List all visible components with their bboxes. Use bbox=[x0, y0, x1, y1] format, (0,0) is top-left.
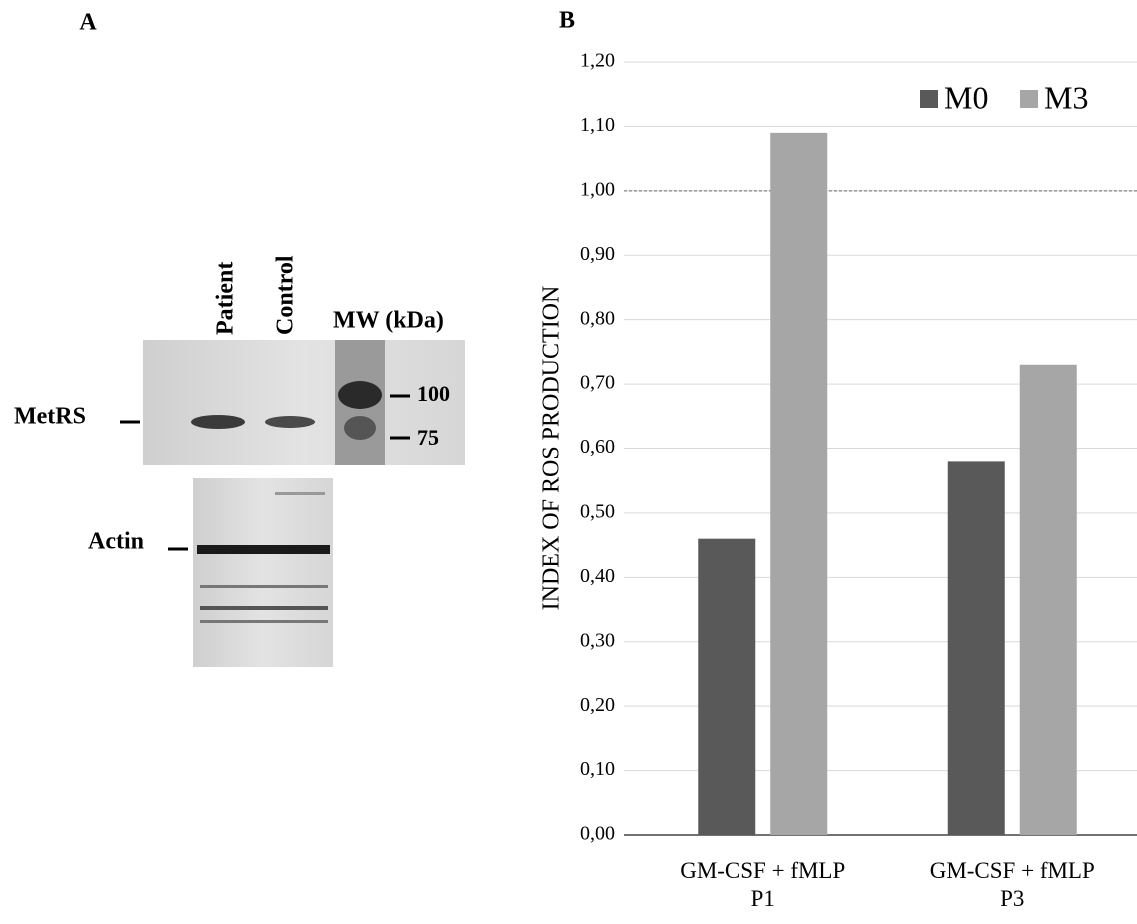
panel-label: B bbox=[559, 8, 575, 34]
band-label: Actin bbox=[88, 529, 144, 555]
y-tick-label: 0,90 bbox=[580, 243, 615, 265]
bar bbox=[1019, 364, 1077, 835]
mw-header: MW (kDa) bbox=[333, 308, 444, 334]
marker-label: 100 bbox=[417, 381, 450, 406]
y-axis-label: INDEX OF ROS PRODUCTION bbox=[539, 286, 565, 611]
panel-label: A bbox=[79, 10, 97, 36]
legend-swatch bbox=[920, 90, 938, 108]
ladder-band bbox=[344, 416, 376, 440]
band-label: MetRS bbox=[14, 404, 86, 430]
band bbox=[197, 545, 330, 554]
bar bbox=[770, 132, 828, 835]
y-tick-label: 1,10 bbox=[580, 114, 615, 136]
y-tick-label: 0,20 bbox=[580, 694, 615, 716]
band bbox=[265, 416, 315, 428]
ladder-band bbox=[338, 381, 382, 409]
marker-label: 75 bbox=[417, 425, 439, 450]
y-tick-label: 0,60 bbox=[580, 436, 615, 458]
band bbox=[200, 585, 328, 588]
y-tick-label: 0,00 bbox=[580, 823, 615, 845]
legend-label: M0 bbox=[944, 79, 988, 115]
bar bbox=[947, 461, 1005, 835]
bar bbox=[698, 538, 756, 835]
y-tick-label: 0,70 bbox=[580, 372, 615, 394]
y-tick-label: 0,40 bbox=[580, 565, 615, 587]
lane-label: Patient bbox=[213, 262, 239, 335]
band bbox=[275, 492, 325, 495]
blot bbox=[193, 478, 333, 667]
y-tick-label: 0,80 bbox=[580, 307, 615, 329]
y-tick-label: 1,20 bbox=[580, 50, 615, 72]
x-tick-label: GM-CSF + fMLP P1 bbox=[680, 858, 846, 911]
x-tick-label: GM-CSF + fMLP P3 bbox=[929, 858, 1095, 911]
legend-swatch bbox=[1020, 90, 1038, 108]
y-tick-label: 0,50 bbox=[580, 501, 615, 523]
band bbox=[200, 606, 328, 610]
y-tick-label: 0,30 bbox=[580, 629, 615, 651]
band bbox=[191, 415, 245, 429]
legend-label: M3 bbox=[1044, 79, 1088, 115]
y-tick-label: 1,00 bbox=[580, 178, 615, 200]
y-tick-label: 0,10 bbox=[580, 758, 615, 780]
band bbox=[200, 620, 328, 623]
blot bbox=[143, 340, 465, 465]
lane-label: Control bbox=[273, 255, 299, 335]
